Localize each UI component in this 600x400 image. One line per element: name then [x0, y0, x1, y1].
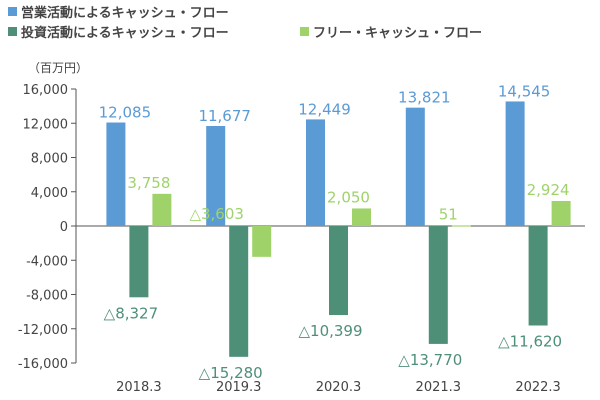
data-label-investing: △11,620 [498, 332, 562, 350]
bar-free [551, 200, 571, 226]
legend-swatch-free [300, 27, 309, 36]
legend-label-operating: 営業活動によるキャッシュ・フロー [21, 6, 229, 21]
y-tick-label: -8,000 [26, 289, 68, 304]
bar-operating [505, 101, 525, 226]
y-tick-label: -4,000 [26, 254, 68, 269]
bar-investing [229, 226, 249, 357]
bar-free [451, 225, 471, 227]
data-label-investing: △8,327 [104, 304, 158, 322]
legend-swatch-operating [8, 7, 17, 16]
data-label-investing: △15,280 [199, 364, 263, 382]
bar-investing [329, 226, 348, 316]
y-tick-label: 12,000 [23, 117, 69, 132]
legend-label-investing: 投資活動によるキャッシュ・フロー [21, 26, 229, 41]
data-label-investing: △10,399 [298, 322, 362, 340]
bar-operating [206, 126, 226, 226]
data-label-operating: 11,677 [198, 107, 251, 125]
x-tick-label: 2021.3 [416, 380, 462, 395]
y-tick-label: 16,000 [23, 83, 69, 98]
data-label-operating: 13,821 [398, 89, 451, 107]
legend-item-free: フリー・キャッシュ・フロー [300, 22, 482, 41]
y-tick-label: 8,000 [31, 152, 68, 167]
data-label-free: 51 [439, 206, 458, 224]
data-label-investing: △13,770 [398, 351, 462, 369]
legend: 営業活動によるキャッシュ・フロー 投資活動によるキャッシュ・フロー フリー・キャ… [8, 0, 598, 41]
x-tick-label: 2022.3 [515, 380, 561, 395]
bar-investing [129, 226, 149, 298]
bar-investing [428, 226, 448, 344]
y-tick-label: 4,000 [31, 186, 68, 201]
legend-item-operating: 営業活動によるキャッシュ・フロー [8, 2, 229, 21]
data-label-operating: 14,545 [498, 82, 551, 100]
data-label-free: 2,924 [527, 181, 570, 199]
bar-operating [106, 122, 126, 226]
y-tick-label: -16,000 [18, 357, 68, 372]
data-labels: 12,085 △8,327 3,758 11,677 △15,280 △3,603 12,4… [99, 82, 570, 381]
bars [106, 101, 571, 357]
data-label-free: △3,603 [189, 205, 243, 223]
legend-item-investing: 投資活動によるキャッシュ・フロー [8, 22, 229, 41]
axes: 16,000 12,000 8,000 4,000 0 -4,000 -8,000 -12,0… [18, 83, 585, 395]
x-tick-label: 2019.3 [216, 380, 262, 395]
bar-operating [405, 107, 425, 226]
data-label-operating: 12,085 [99, 104, 152, 122]
bar-free [252, 226, 272, 257]
unit-label: （百万円） [28, 61, 88, 75]
data-label-operating: 12,449 [298, 100, 351, 118]
data-label-free: 3,758 [127, 174, 170, 192]
data-label-free: 2,050 [327, 188, 370, 206]
y-tick-label: 0 [60, 220, 68, 235]
x-tick-label: 2018.3 [116, 380, 162, 395]
y-tick-label: -12,000 [18, 323, 68, 338]
bar-free [352, 208, 371, 226]
bar-operating [306, 119, 325, 226]
x-tick-label: 2020.3 [316, 380, 362, 395]
bar-free [152, 193, 172, 226]
legend-label-free: フリー・キャッシュ・フロー [313, 26, 483, 41]
bar-investing [528, 226, 548, 326]
legend-swatch-investing [8, 27, 17, 36]
